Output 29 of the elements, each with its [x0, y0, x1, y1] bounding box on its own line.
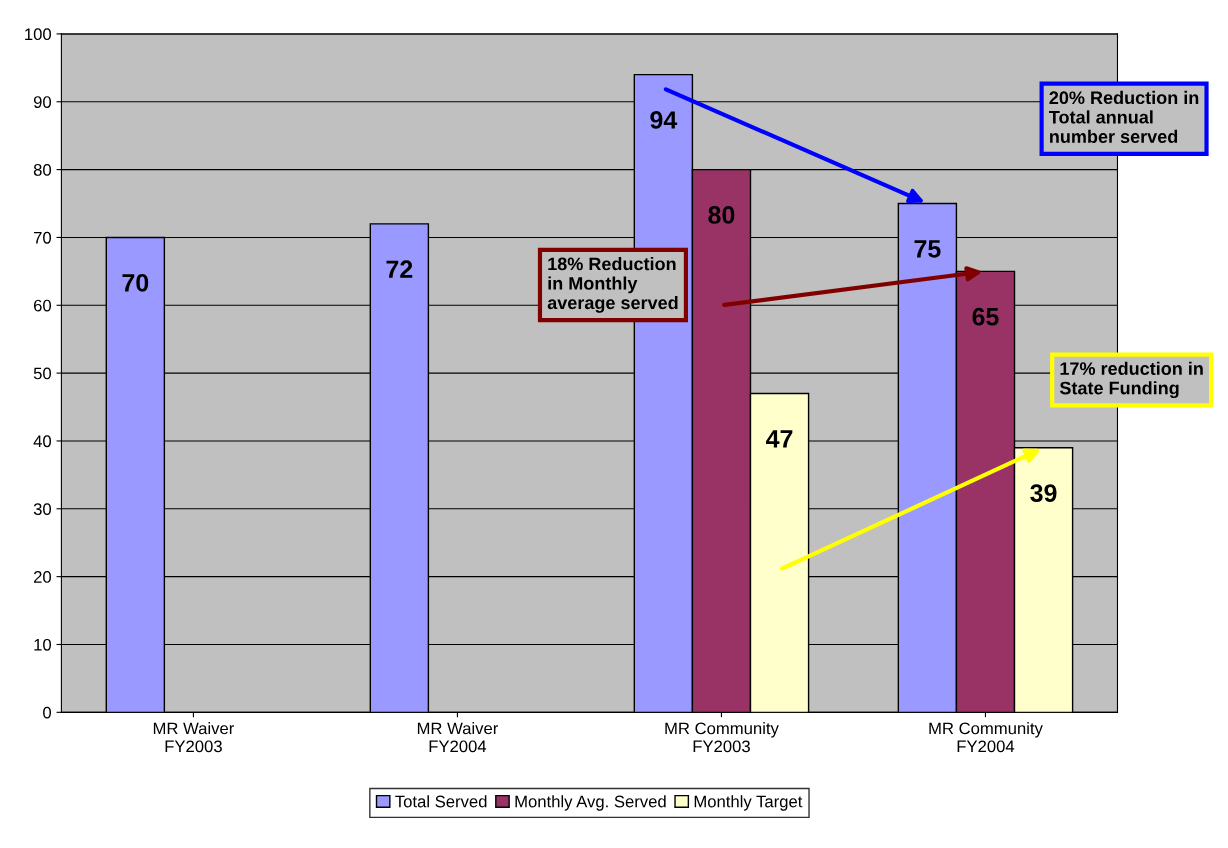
y-tick-label: 90 — [33, 96, 52, 108]
y-tick-label: 10 — [34, 638, 52, 651]
y-tick-label: 70 — [34, 231, 52, 244]
legend-label: Total Served — [395, 795, 487, 808]
y-tick-label: 60 — [33, 299, 52, 312]
x-tick-label: MR Community FY2004 — [929, 722, 1043, 753]
annotation: 17% reduction in State Funding — [1059, 361, 1203, 399]
y-tick-label: 100 — [25, 28, 52, 41]
legend-label: Monthly Avg. Served — [515, 795, 666, 811]
data-label: 39 — [1030, 484, 1057, 502]
y-tick-label: 40 — [33, 435, 52, 448]
data-label: 47 — [766, 430, 793, 448]
data-label: 75 — [914, 240, 941, 258]
legend-label: Monthly Target — [694, 795, 803, 811]
x-tick-label: MR Waiver FY2004 — [417, 722, 499, 753]
data-label: 70 — [122, 273, 149, 292]
y-tick-label: 80 — [33, 164, 52, 176]
annotation: 18% Reduction in Monthly average served — [547, 257, 678, 313]
y-tick-label: 30 — [33, 503, 52, 515]
y-tick-label: 20 — [33, 571, 52, 583]
data-label: 80 — [708, 206, 735, 224]
annotation: 20% Reduction in Total annual number served — [1049, 90, 1199, 144]
x-tick-label: MR Waiver FY2003 — [153, 722, 235, 753]
x-tick-label: MR Community FY2003 — [665, 722, 779, 753]
data-label: 65 — [972, 307, 999, 326]
data-label: 72 — [386, 260, 413, 278]
data-label: 94 — [650, 111, 678, 129]
y-tick-label: 0 — [43, 706, 52, 719]
y-tick-label: 50 — [33, 367, 52, 380]
